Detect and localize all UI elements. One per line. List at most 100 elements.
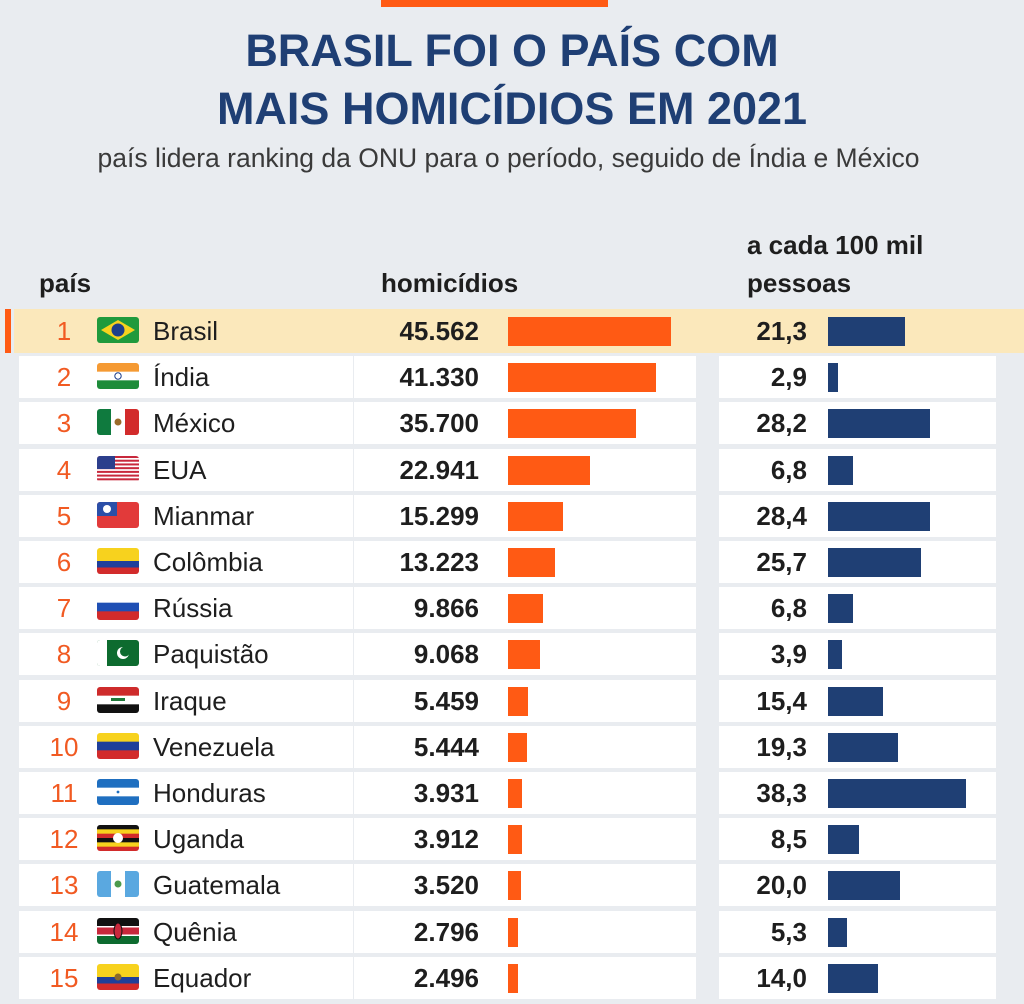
column-header-country: país: [39, 268, 92, 298]
rank-label: 3: [56, 408, 72, 439]
homicides-data-label: 41.330: [399, 362, 479, 393]
rank-label: 6: [56, 547, 72, 577]
rate-data-label: 25,7: [756, 547, 807, 577]
row-background-country: [19, 633, 353, 676]
rate-data-label: 6,8: [770, 593, 807, 624]
row-background-rate: [719, 587, 996, 630]
homicides-bar: [508, 871, 521, 901]
table-row: 1 Brasil 45.562 21,3: [0, 309, 1024, 353]
rate-bar: [828, 825, 859, 855]
country-label: EUA: [153, 454, 207, 485]
chart-title: BRASIL FOI O PAÍS COM MAIS HOMICÍDIOS EM…: [0, 22, 1024, 138]
homicides-bar: [508, 594, 544, 624]
rank-label: 14: [49, 916, 79, 947]
russia-flag-icon: [97, 594, 139, 621]
myanmar-flag-icon: [97, 501, 139, 528]
row-background-rate: [719, 633, 996, 676]
kenya-flag-icon: [97, 917, 139, 944]
column-header-rate-line-1: a cada 100 mil: [747, 230, 924, 260]
rank-label: 1: [56, 316, 72, 346]
rate-data-label: 14,0: [756, 962, 807, 993]
row-background-homicides: [354, 956, 696, 999]
row-background-homicides: [354, 864, 696, 907]
homicides-bar: [508, 825, 522, 855]
table-row: 3 México 35.700 28,2: [0, 401, 1024, 445]
mexico-flag-icon: [97, 409, 139, 436]
rank-label: 2: [56, 362, 72, 393]
country-label: Rússia: [153, 593, 233, 624]
row-background-country: [19, 541, 353, 583]
row-background-rate: [719, 910, 996, 953]
rate-data-label: 2,9: [770, 362, 807, 393]
rate-bar: [828, 779, 966, 808]
row-background-homicides: [354, 772, 696, 814]
row-background-country: [19, 402, 353, 445]
pakistan-flag-icon: [97, 640, 139, 667]
table-row: 12 Uganda 3.912 8,5: [0, 817, 1024, 861]
rate-data-label: 38,3: [756, 778, 807, 808]
row-background-country: [19, 818, 353, 861]
homicides-data-label: 3.520: [413, 870, 479, 901]
chart-title-line-1: BRASIL FOI O PAÍS COM: [245, 25, 779, 76]
rate-data-label: 28,2: [756, 408, 807, 439]
homicides-data-label: 9.068: [413, 639, 479, 670]
usa-flag-icon: [97, 455, 139, 482]
homicides-bar: [508, 455, 591, 485]
homicides-bar: [508, 963, 518, 993]
rate-bar: [828, 409, 930, 439]
rate-data-label: 15,4: [756, 685, 807, 716]
column-header-rate-line-2: pessoas: [747, 268, 852, 298]
rank-label: 15: [49, 962, 79, 993]
row-background-rate: [719, 448, 996, 491]
homicides-data-label: 5.459: [413, 685, 479, 716]
rate-data-label: 8,5: [770, 824, 807, 855]
homicides-data-label: 3.912: [413, 824, 479, 855]
rate-data-label: 28,4: [756, 500, 807, 531]
row-background-country: [19, 725, 353, 768]
homicides-data-label: 3.931: [413, 778, 479, 808]
homicides-bar: [508, 779, 523, 808]
homicides-bar: [508, 548, 556, 577]
rate-bar: [828, 917, 848, 947]
india-flag-icon: [97, 363, 139, 390]
top-accent-bar: [381, 0, 608, 7]
country-label: Brasil: [153, 316, 219, 346]
table-row: 5 Mianmar 15.299 28,4: [0, 494, 1024, 538]
row-background-homicides: [354, 818, 696, 861]
rate-data-label: 21,3: [756, 316, 807, 346]
rate-bar: [828, 640, 843, 670]
country-label: Mianmar: [153, 500, 255, 531]
column-header-homicides: homicídios: [381, 268, 519, 298]
table-row: 11 Honduras 3.931 38,3: [0, 771, 1024, 815]
homicides-bar: [508, 917, 518, 947]
rate-data-label: 20,0: [756, 870, 807, 901]
rate-data-label: 6,8: [770, 454, 807, 485]
row-background-country: [19, 356, 353, 399]
rate-bar: [828, 363, 839, 393]
column-header-rate: a cada 100 mil pessoas: [747, 226, 987, 302]
row-background-country: [19, 910, 353, 953]
homicides-bar: [508, 409, 636, 439]
brazil-flag-icon: [97, 317, 139, 343]
row-background-country: [19, 956, 353, 999]
row-background-homicides: [354, 910, 696, 953]
rate-data-label: 3,9: [770, 639, 807, 670]
homicides-data-label: 13.223: [399, 547, 479, 577]
homicides-bar: [508, 363, 656, 393]
chart-title-line-2: MAIS HOMICÍDIOS EM 2021: [216, 83, 808, 134]
country-label: Iraque: [153, 685, 227, 716]
row-background-country: [19, 494, 353, 537]
ecuador-flag-icon: [97, 963, 139, 990]
row-background-country: [19, 587, 353, 630]
homicides-data-label: 9.866: [413, 593, 479, 624]
rate-data-label: 19,3: [756, 731, 807, 762]
table-row: 9 Iraque 5.459 15,4: [0, 679, 1024, 723]
homicides-bar: [508, 732, 528, 762]
rate-bar: [828, 455, 853, 485]
homicides-data-label: 2.796: [413, 916, 479, 947]
country-label: Equador: [153, 962, 252, 993]
rank-label: 10: [49, 731, 79, 762]
table-row: 8 Paquistão 9.068 3,9: [0, 632, 1024, 676]
homicides-bar: [508, 501, 563, 531]
guatemala-flag-icon: [97, 871, 139, 898]
